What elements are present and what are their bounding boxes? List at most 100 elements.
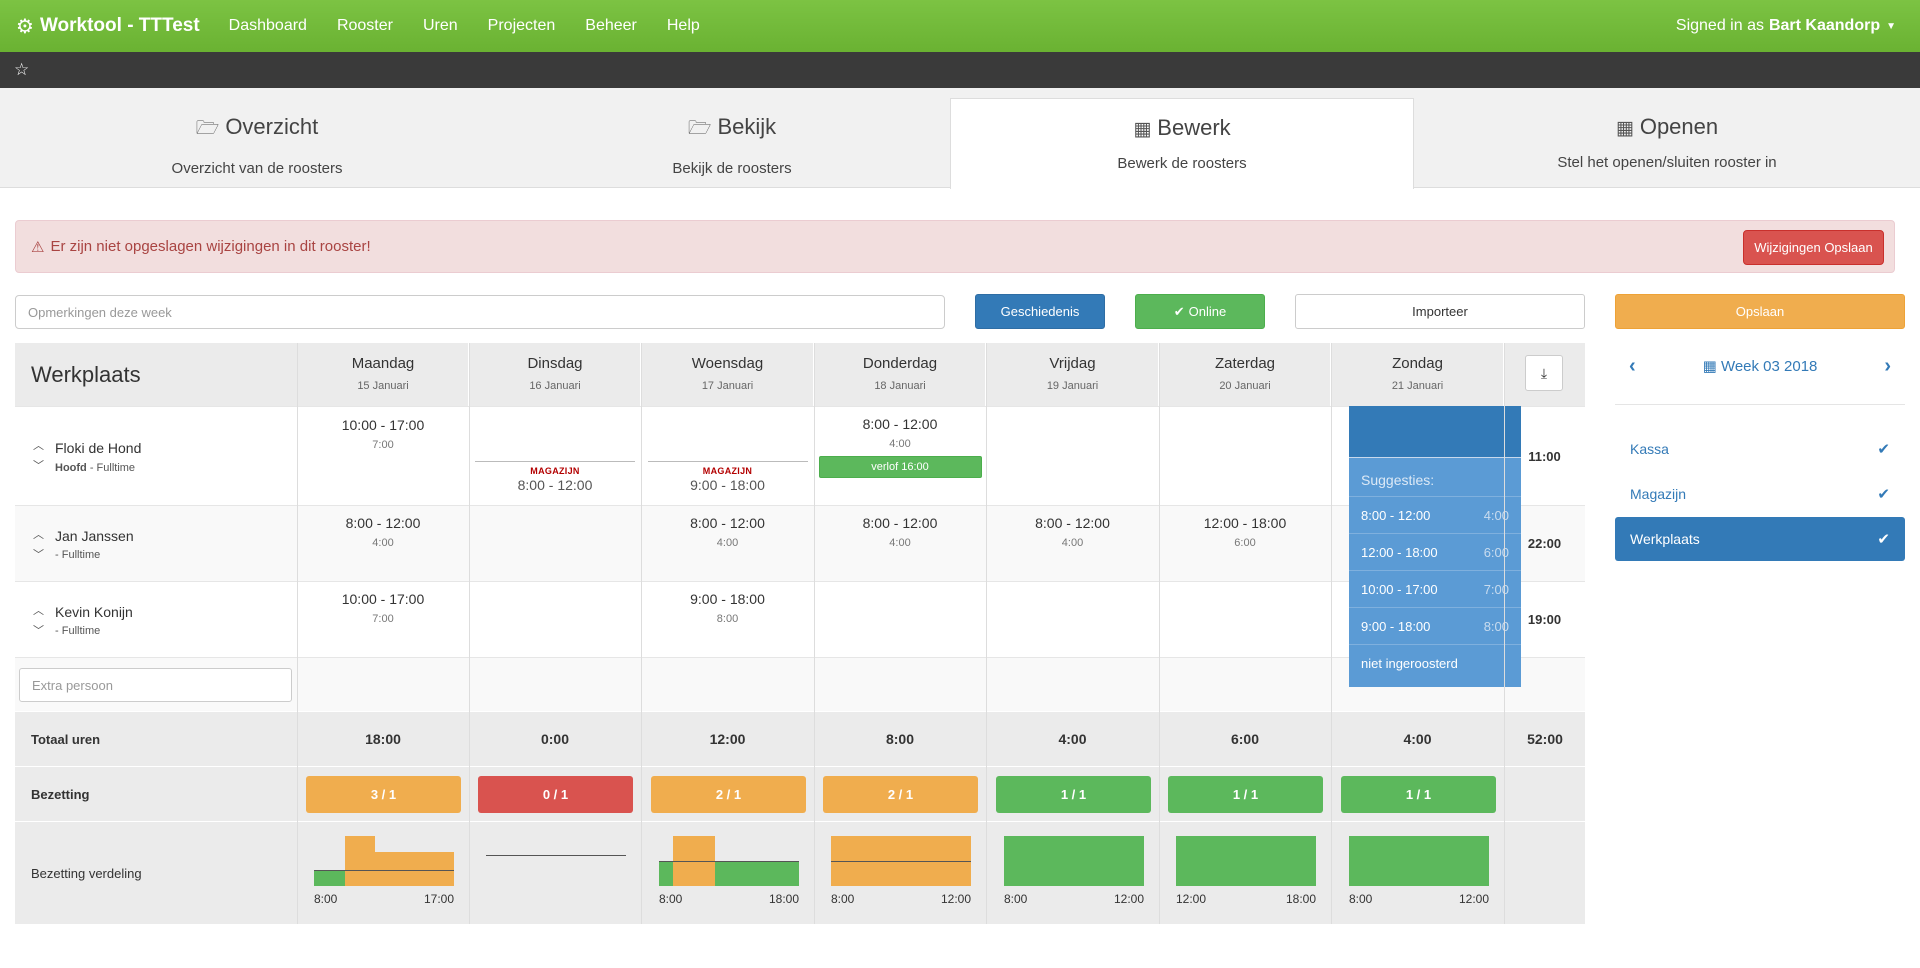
nav-rooster[interactable]: Rooster [336,17,393,34]
column-divider [1331,343,1332,924]
occupancy-row: Bezetting 3 / 1 0 / 1 2 / 1 2 / 1 1 / 1 … [15,766,1585,821]
suggestion-item[interactable]: 9:00 - 18:00 8:00 [1349,608,1521,645]
download-button[interactable]: ⤓ [1525,355,1563,391]
shift-duration: 4:00 [889,438,911,450]
shift-cell[interactable]: 12:00 - 18:00 6:00 [1160,506,1330,581]
total-header: ⤓ [1505,343,1585,406]
day-date: 20 Januari [1219,380,1271,392]
day-header-friday: Vrijdag 19 Januari [987,343,1158,406]
occupancy-badge: 0 / 1 [478,776,633,813]
nav-uren[interactable]: Uren [422,17,458,34]
tab-bekijk[interactable]: 🗁 Bekijk Bekijk de roosters [514,88,950,188]
chevron-down-icon[interactable]: ﹀ [33,460,44,472]
nav-projecten[interactable]: Projecten [487,17,556,34]
suggestion-item[interactable]: 12:00 - 18:00 6:00 [1349,534,1521,571]
suggestion-time: 12:00 - 18:00 [1361,544,1438,560]
person-name: Kevin Konijn [55,604,133,620]
chevron-right-icon[interactable]: › [1884,355,1891,377]
distribution-bar [314,870,345,886]
person-row: ︿ ﹀ Jan Janssen - Fulltime 8:00 - 12:00 … [15,505,1585,581]
selected-cell[interactable] [1349,406,1521,458]
person-name: Jan Janssen [55,528,134,544]
download-icon: ⤓ [1540,364,1548,381]
nav-dashboard[interactable]: Dashboard [228,17,307,34]
suggestions-panel: Suggesties: 8:00 - 12:00 4:00 12:00 - 18… [1349,458,1521,687]
online-button[interactable]: ✔ Online [1135,294,1265,329]
shift-time: 9:00 - 18:00 [690,591,765,607]
axis-start: 8:00 [659,892,683,906]
shift-cell[interactable]: MAGAZIJN 8:00 - 12:00 [470,407,640,505]
chevron-up-icon[interactable]: ︿ [33,529,44,541]
location-kassa[interactable]: Kassa ✔ [1615,427,1905,471]
save-changes-button[interactable]: Wijzigingen Opslaan [1743,230,1884,265]
location-name: Kassa [1630,441,1669,457]
chevron-up-icon[interactable]: ︿ [33,440,44,452]
week-selector[interactable]: ▦ Week 03 2018 [1615,357,1905,375]
day-total: 0:00 [540,731,570,747]
shift-cell[interactable] [470,506,640,581]
chevron-down-icon[interactable]: ﹀ [33,549,44,561]
occupancy-badge: 1 / 1 [1341,776,1496,813]
location-magazijn[interactable]: Magazijn ✔ [1615,472,1905,516]
person-info: ︿ ﹀ Kevin Konijn - Fulltime [15,582,297,657]
shift-cell[interactable] [1160,407,1330,505]
suggestion-none-label: niet ingeroosterd [1361,656,1458,671]
save-button[interactable]: Opslaan [1615,294,1905,329]
caret-down-icon: ▼ [1886,20,1896,32]
history-button[interactable]: Geschiedenis [975,294,1105,329]
suggestion-item[interactable]: 8:00 - 12:00 4:00 [1349,497,1521,534]
chevron-down-icon[interactable]: ﹀ [33,625,44,637]
folder-open-icon: 🗁 [195,118,220,139]
day-header-saturday: Zaterdag 20 Januari [1160,343,1330,406]
person-name: Floki de Hond [55,440,142,456]
week-label: Week 03 2018 [1720,358,1818,375]
calendar-icon: ▦ [1702,358,1721,375]
axis-end: 12:00 [940,892,971,906]
tab-bewerk[interactable]: ▦ Bewerk Bewerk de roosters [950,98,1414,189]
day-header-sunday: Zondag 21 Januari [1332,343,1503,406]
tab-openen[interactable]: ▦ Openen Stel het openen/sluiten rooster … [1414,88,1920,188]
shift-cell[interactable] [987,407,1158,505]
shift-cell[interactable]: MAGAZIJN 9:00 - 18:00 [642,407,813,505]
suggestion-time: 8:00 - 12:00 [1361,507,1431,523]
person-row: ︿ ﹀ Kevin Konijn - Fulltime 10:00 - 17:0… [15,581,1585,657]
shift-cell[interactable]: 8:00 - 12:00 4:00 [298,506,468,581]
import-button[interactable]: Importeer [1295,294,1585,329]
location-werkplaats[interactable]: Werkplaats ✔ [1615,517,1905,561]
occupancy-badge: 1 / 1 [1168,776,1323,813]
shift-cell[interactable]: 8:00 - 12:00 4:00 [815,506,985,581]
tab-title: Bekijk [717,114,777,139]
distribution-label: Bezetting verdeling [31,866,142,881]
chevron-up-icon[interactable]: ︿ [33,605,44,617]
person-row: ︿ ﹀ Floki de Hond Hoofd - Fulltime 10:00… [15,406,1585,505]
shift-cell[interactable]: 9:00 - 18:00 8:00 [642,582,813,657]
folder-open-icon: 🗁 [687,118,712,139]
totals-row: Totaal uren 18:00 0:00 12:00 8:00 4:00 6… [15,711,1585,766]
nav-help[interactable]: Help [666,17,700,34]
shift-cell[interactable]: 8:00 - 12:00 4:00 [987,506,1158,581]
suggestion-none[interactable]: niet ingeroosterd [1349,645,1521,682]
shift-cell[interactable]: 8:00 - 12:00 4:00 [642,506,813,581]
nav-beheer[interactable]: Beheer [585,17,637,34]
online-label: Online [1188,304,1227,319]
shift-cell[interactable]: 8:00 - 12:00 4:00 verlof 16:00 [815,407,985,505]
tab-subtitle: Stel het openen/sluiten rooster in [1557,154,1777,171]
day-date: 16 Januari [529,380,581,392]
remarks-input[interactable] [15,295,945,329]
tab-title: Bewerk [1157,115,1231,140]
day-date: 19 Januari [1046,380,1099,392]
chevron-left-icon[interactable]: ‹ [1629,355,1636,377]
tab-title: Overzicht [225,114,319,139]
user-menu[interactable]: Signed in as Bart Kaandorp ▼ [1676,0,1896,52]
shift-time: 10:00 - 17:00 [341,417,425,433]
star-icon[interactable]: ☆ [14,60,30,79]
day-header-thursday: Donderdag 18 Januari [815,343,985,406]
shift-cell[interactable]: 10:00 - 17:00 7:00 [298,407,468,505]
brand[interactable]: ⚙ Worktool - TTTest [0,14,200,39]
tab-overzicht[interactable]: 🗁 Overzicht Overzicht van de roosters [0,88,514,188]
shift-cell[interactable]: 10:00 - 17:00 7:00 [298,582,468,657]
target-line [659,861,799,862]
suggestion-item[interactable]: 10:00 - 17:00 7:00 [1349,571,1521,608]
distribution-chart-saturday: 12:00 18:00 [1176,836,1316,916]
extra-person-input[interactable] [19,668,292,702]
